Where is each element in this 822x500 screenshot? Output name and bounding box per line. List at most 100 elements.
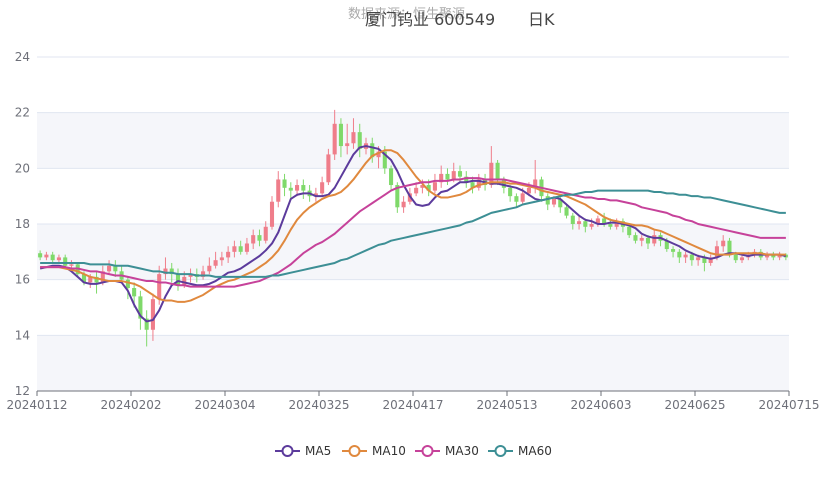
candle-body — [545, 196, 550, 205]
y-axis: 12 14 16 18 20 22 24 — [15, 50, 30, 398]
x-tick-label: 20240603 — [570, 398, 631, 412]
x-tick-label: 20240513 — [476, 398, 537, 412]
candle-body — [301, 185, 306, 191]
legend-label-ma5: MA5 — [305, 444, 331, 458]
candle-body — [501, 179, 506, 188]
candle-body — [533, 179, 538, 188]
candle-body — [345, 143, 350, 147]
y-tick-label: 22 — [15, 106, 30, 120]
x-tick-label: 20240304 — [194, 398, 255, 412]
candle-body — [771, 254, 776, 258]
candle-body — [238, 246, 243, 252]
y-tick-label: 18 — [15, 217, 30, 231]
x-tick-label: 20240417 — [382, 398, 443, 412]
candle-body — [94, 276, 99, 283]
candle-body — [357, 132, 362, 149]
candle-body — [457, 171, 463, 177]
plot-band — [37, 112, 789, 169]
candle-body — [420, 185, 425, 188]
y-tick-label: 12 — [15, 384, 30, 398]
candle-body — [257, 235, 262, 241]
legend-marker-ma30 — [421, 445, 434, 457]
candle-body — [696, 257, 701, 261]
candle-body — [683, 254, 688, 258]
x-tick-label: 20240715 — [758, 398, 819, 412]
series-line-ma60 — [40, 189, 786, 278]
candle-body — [414, 187, 419, 194]
candle-body — [288, 187, 293, 191]
candle-body — [489, 162, 494, 186]
candle-body — [263, 226, 268, 241]
chart-subtitle: 数据来源：恒生聚源 — [348, 7, 466, 22]
candle-body — [401, 201, 406, 208]
x-tick-label: 20240112 — [6, 398, 67, 412]
candle-body — [332, 123, 337, 155]
candle-body — [589, 224, 594, 227]
candle-body — [439, 173, 444, 183]
candle-body — [464, 176, 469, 183]
candle-body — [526, 187, 531, 194]
y-tick-label: 20 — [15, 161, 30, 175]
y-gridlines — [37, 56, 789, 392]
candle-body — [251, 235, 256, 244]
candle-body — [445, 173, 450, 180]
candle-body — [163, 268, 168, 275]
legend: MA5 MA10 MA30 MA60 — [275, 444, 552, 458]
candle-body — [376, 151, 381, 158]
candle-body — [44, 254, 49, 258]
legend-label-ma10: MA10 — [372, 444, 406, 458]
candle-body — [282, 179, 287, 188]
candle-body — [69, 264, 74, 266]
candle-body — [244, 243, 249, 252]
candle-body — [188, 274, 193, 277]
candle-body — [175, 274, 181, 286]
candle-body — [276, 179, 281, 202]
chart-title: 厦门钨业 600549 — [365, 10, 496, 29]
legend-marker-ma5 — [281, 445, 294, 457]
candle-body — [564, 207, 569, 216]
legend-label-ma60: MA60 — [518, 444, 552, 458]
y-tick-label: 16 — [15, 273, 30, 287]
candle-body — [389, 168, 394, 186]
y-tick-label: 14 — [15, 328, 30, 342]
x-tick-label: 20240325 — [288, 398, 349, 412]
series-line-ma30 — [40, 177, 786, 288]
ma-lines — [39, 145, 787, 323]
candle-body — [295, 185, 300, 191]
candle-body — [81, 274, 87, 283]
candle-body — [38, 253, 43, 258]
candle-body — [113, 265, 118, 272]
candle-body — [595, 218, 600, 224]
candle-body — [269, 201, 275, 227]
candle-body — [232, 246, 237, 252]
plot-background — [37, 57, 789, 391]
candle-body — [708, 257, 713, 263]
candle-body — [338, 123, 343, 147]
candle-body — [138, 296, 143, 319]
legend-marker-ma60 — [494, 445, 507, 457]
candle-body — [570, 215, 575, 224]
candle-body — [476, 179, 481, 188]
chart-period: 日K — [528, 10, 555, 29]
candle-body — [169, 268, 174, 275]
y-tick-label: 24 — [15, 50, 30, 64]
candle-body — [551, 198, 557, 205]
candle-body — [125, 279, 130, 289]
candle-body — [558, 198, 563, 208]
candle-body — [721, 240, 726, 247]
candle-body — [213, 260, 218, 266]
candle-body — [88, 276, 93, 283]
candle-body — [608, 224, 613, 227]
series-line-ma5 — [39, 145, 787, 323]
candle-body — [313, 193, 318, 197]
candle-body — [677, 251, 682, 258]
candle-body — [714, 246, 719, 258]
candle-body — [63, 257, 68, 266]
plot-band — [37, 168, 789, 224]
x-tick-label: 20240625 — [664, 398, 725, 412]
candle-body — [633, 235, 638, 241]
candle-body — [520, 193, 525, 202]
candle-body — [426, 185, 431, 191]
candle-body — [777, 254, 782, 258]
